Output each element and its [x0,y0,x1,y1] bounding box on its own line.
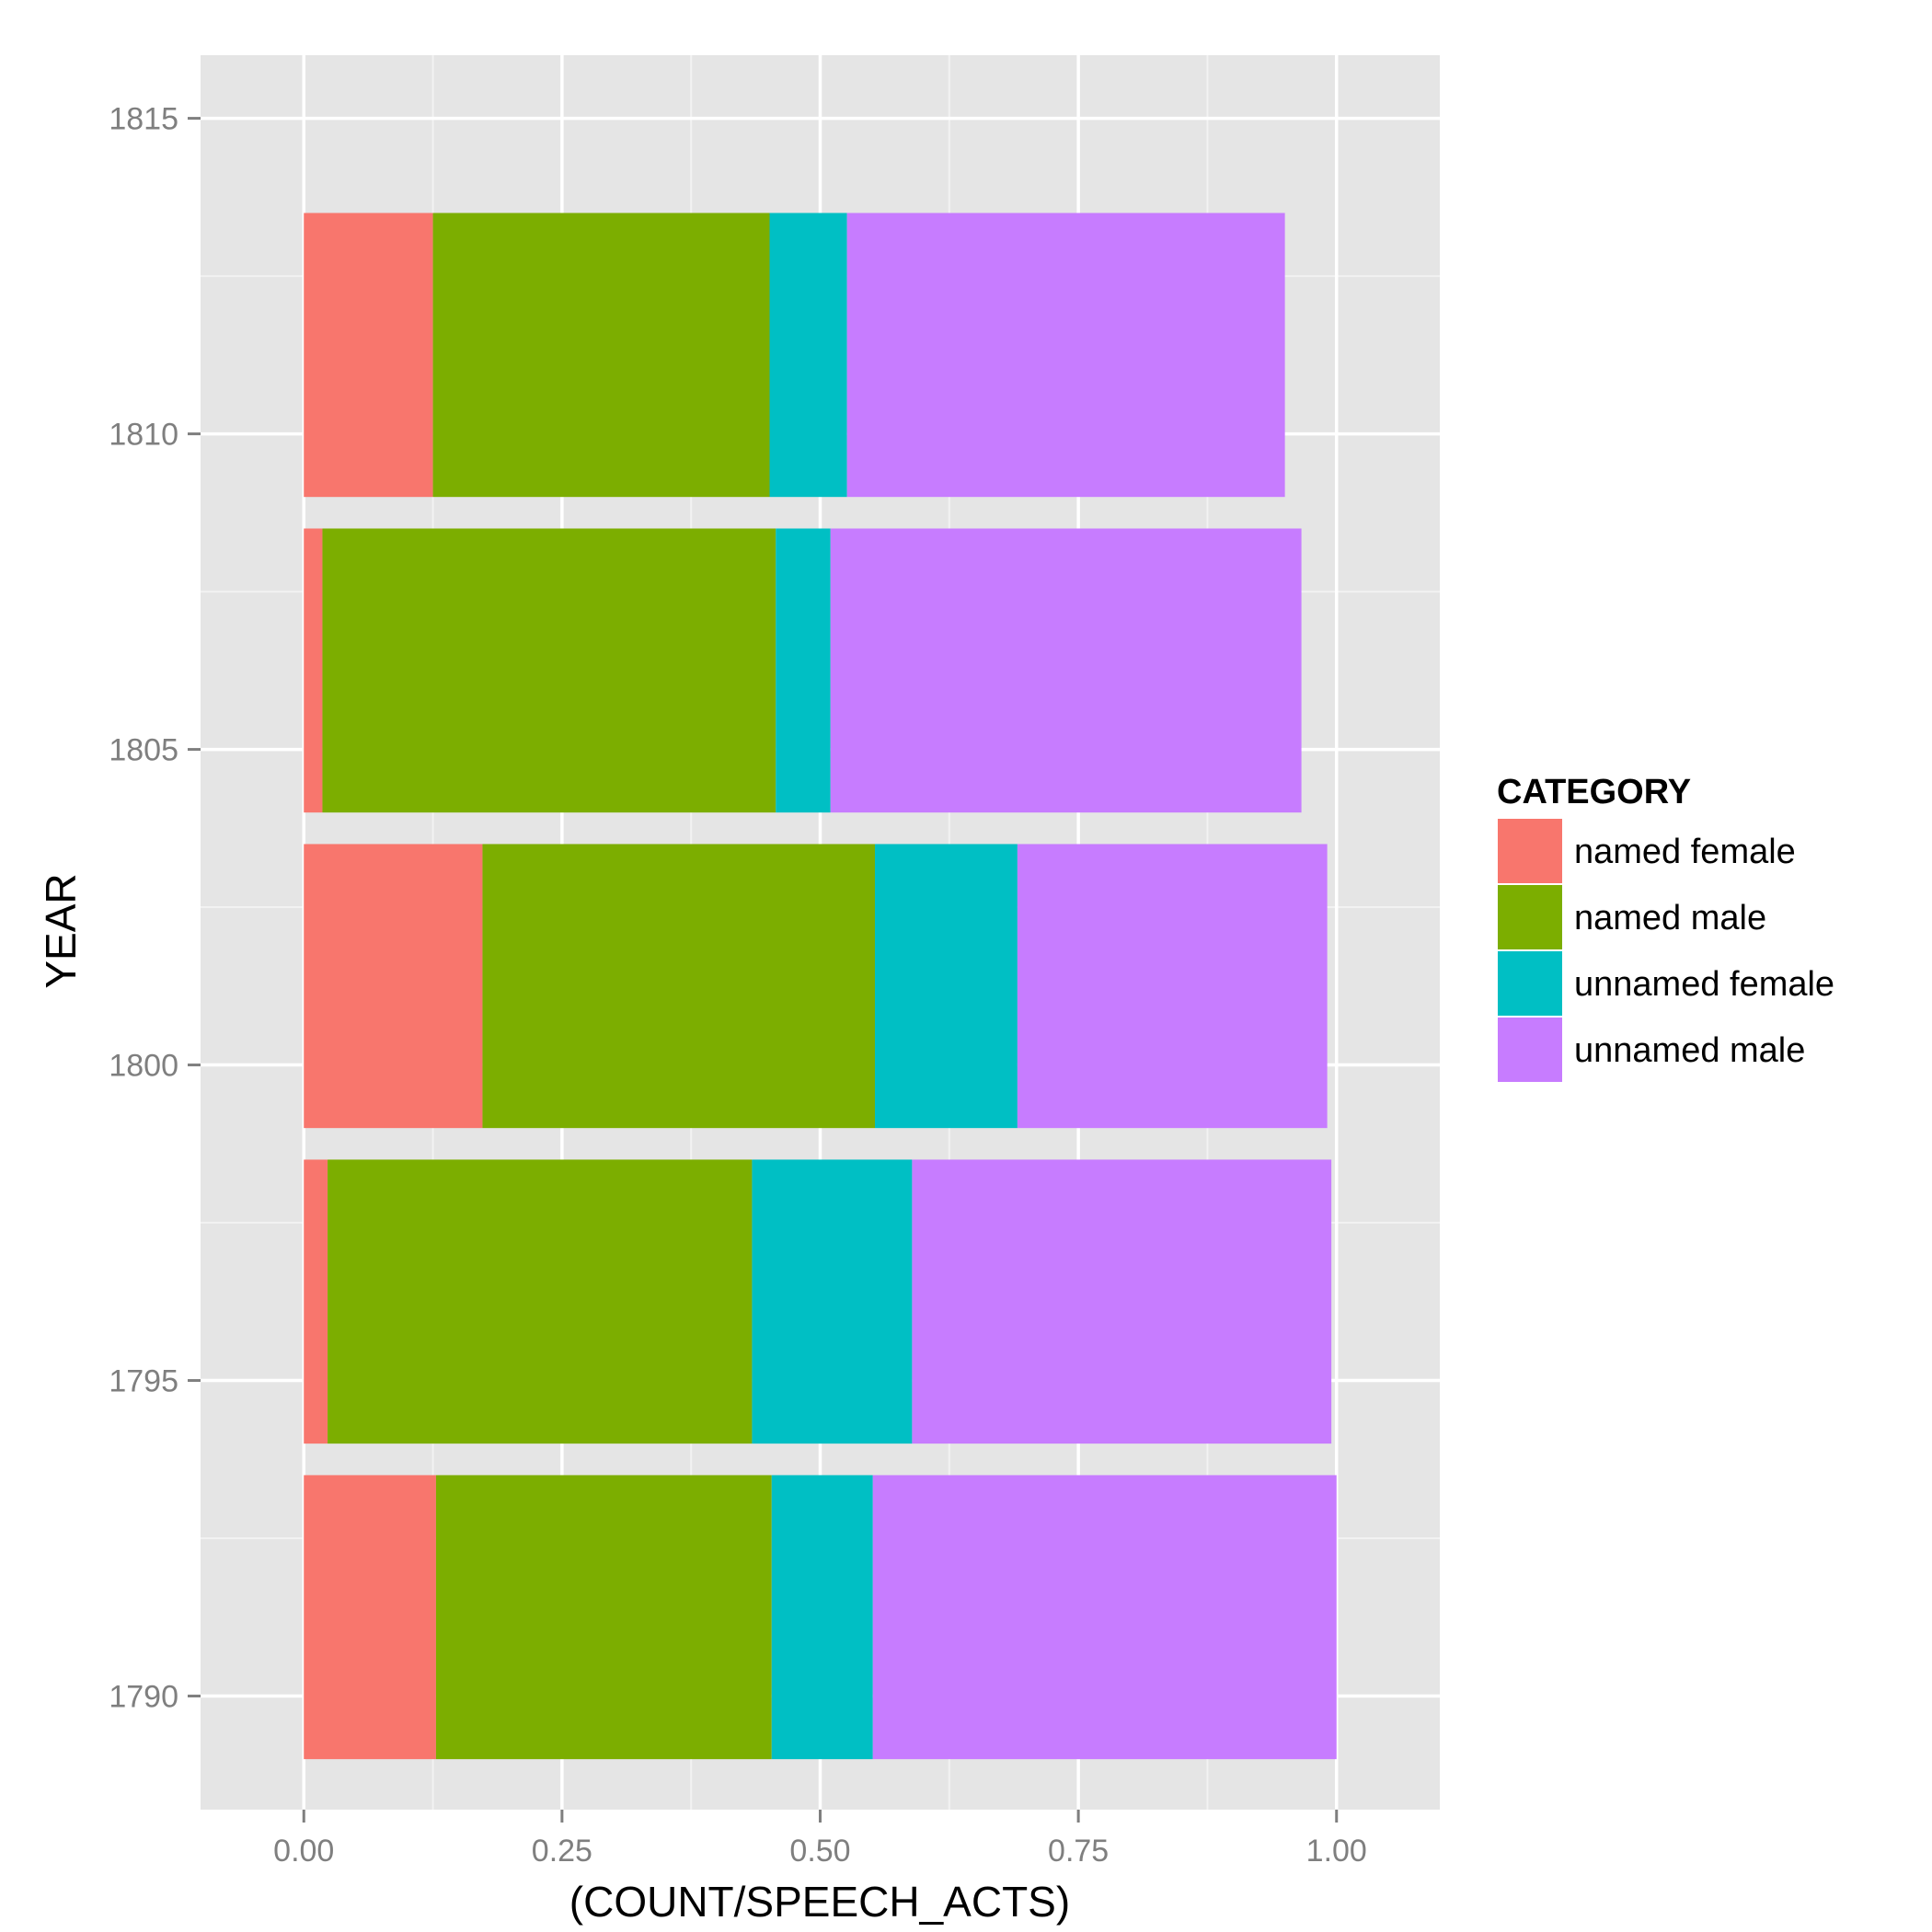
y-tick-label: 1815 [109,102,178,137]
bar-1790-unnamed-female [771,1475,873,1760]
legend-title: CATEGORY [1497,773,1691,811]
x-tick-label: 0.50 [789,1834,850,1869]
x-axis-title: (COUNT/SPEECH_ACTS) [569,1878,1070,1926]
legend-key-named-male [1496,883,1564,951]
y-tick-label: 1810 [109,418,178,453]
y-tick-label: 1795 [109,1364,178,1399]
legend-items: named female named male unnamed female unna… [1496,817,1834,1084]
x-tick-label: 1.00 [1306,1834,1367,1869]
legend-label-named-male: named male [1574,899,1766,937]
bar-1800-named-male [482,844,875,1129]
x-tick-label: 0.00 [273,1834,334,1869]
legend-key-named-female [1496,817,1564,885]
bar-1790-named-female [304,1475,436,1760]
bar-1810-unnamed-female [769,213,847,498]
legend: CATEGORY named female named male unnamed f… [1496,773,1834,1084]
bar-1800-unnamed-female [874,844,1018,1129]
bar-1810-named-female [304,213,433,498]
legend-label-named-female: named female [1574,833,1796,871]
bar-1790-unnamed-male [872,1475,1337,1760]
bar-1795-unnamed-male [912,1159,1332,1444]
legend-key-unnamed-male [1496,1016,1564,1084]
y-axis-title: YEAR [37,873,85,988]
bar-1800-unnamed-male [1017,844,1328,1129]
y-axis: 1790 1795 1800 1805 1810 1815 [109,102,201,1715]
legend-key-unnamed-female [1496,949,1564,1018]
legend-label-unnamed-female: unnamed female [1574,965,1834,1004]
bar-1810-named-male [432,213,770,498]
bar-1795-named-female [304,1159,328,1444]
bar-1810-unnamed-male [846,213,1285,498]
x-tick-label: 0.75 [1048,1834,1109,1869]
y-tick-label: 1800 [109,1049,178,1084]
bar-1800-named-female [304,844,483,1129]
y-tick-label: 1805 [109,733,178,768]
bar-1795-named-male [328,1159,753,1444]
bar-1790-named-male [435,1475,772,1760]
x-tick-label: 0.25 [532,1834,592,1869]
bar-1805-named-male [322,528,776,813]
bar-1805-unnamed-female [776,528,831,813]
legend-label-unnamed-male: unnamed male [1574,1031,1805,1070]
bar-1805-named-female [304,528,323,813]
x-axis: 0.00 0.25 0.50 0.75 1.00 [273,1810,1367,1869]
bar-1805-unnamed-male [830,528,1302,813]
y-tick-label: 1790 [109,1680,178,1715]
bar-1795-unnamed-female [752,1159,913,1444]
bars [304,213,1337,1760]
